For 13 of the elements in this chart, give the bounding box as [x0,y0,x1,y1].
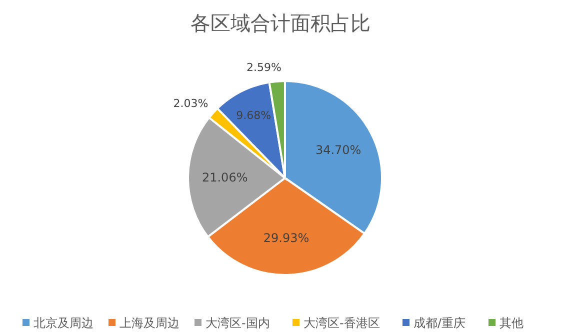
legend-label: 北京及周边 [34,316,94,330]
data-label: 2.59% [246,60,282,74]
data-label: 9.68% [236,109,272,122]
data-label: 2.03% [173,96,208,110]
data-label: 21.06% [202,170,248,184]
legend-label: 大湾区-香港区 [304,316,380,330]
legend-label: 其他 [500,316,524,330]
legend-label: 上海及周边 [120,316,180,330]
chart-title: 各区域合计面积占比 [190,11,370,35]
legend-label: 成都/重庆 [414,316,466,330]
data-label: 29.93% [263,231,310,246]
data-label: 34.70% [315,143,362,158]
legend-label: 大湾区-国内 [206,316,270,330]
